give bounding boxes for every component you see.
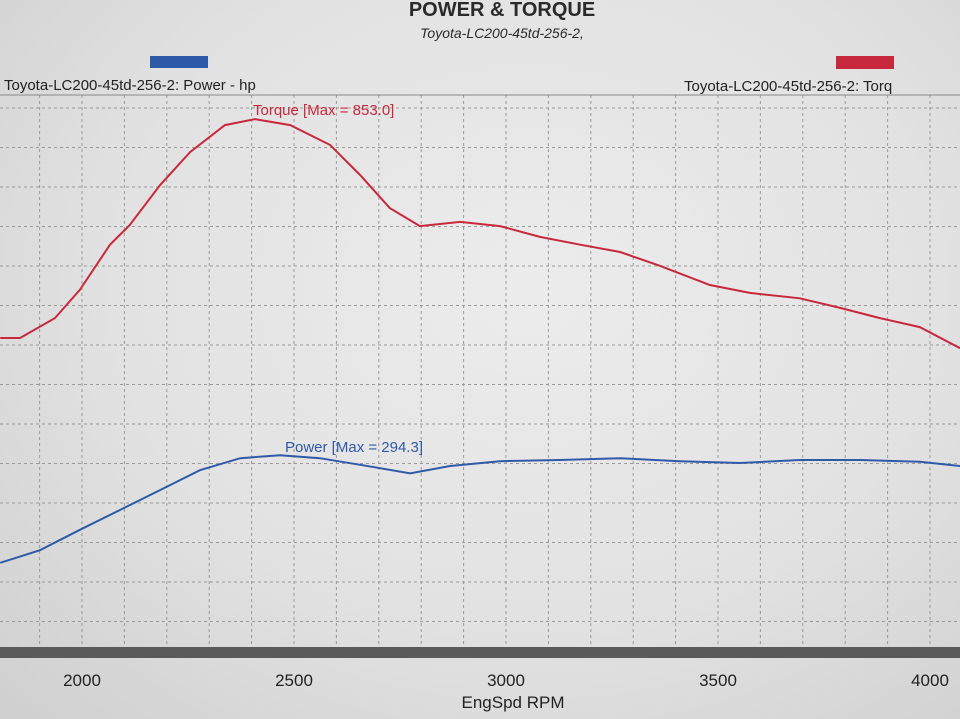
x-tick-label: 2500 bbox=[275, 671, 313, 690]
power-series-line bbox=[0, 454, 960, 564]
chart-subtitle: Toyota-LC200-45td-256-2, bbox=[420, 25, 584, 41]
x-tick-label: 3500 bbox=[699, 671, 737, 690]
legend-swatch-power bbox=[150, 56, 208, 68]
x-tick-label: 2000 bbox=[63, 671, 101, 690]
legend-label-power: Toyota-LC200-45td-256-2: Power - hp bbox=[4, 77, 256, 94]
legend-swatch-torque bbox=[836, 56, 894, 69]
x-axis-bar bbox=[0, 647, 960, 658]
x-tick-labels: 2000 2500 3000 3500 4000 bbox=[63, 671, 949, 690]
torque-series-line bbox=[0, 118, 960, 350]
chart-title: POWER & TORQUE bbox=[409, 0, 595, 21]
power-max-annotation: Power [Max = 294.3] bbox=[285, 439, 423, 456]
x-tick-label: 4000 bbox=[911, 671, 949, 690]
torque-max-annotation: Torque [Max = 853.0] bbox=[253, 102, 394, 119]
grid bbox=[0, 95, 960, 647]
x-tick-label: 3000 bbox=[487, 671, 525, 690]
x-axis-label: EngSpd RPM bbox=[462, 693, 565, 712]
legend-label-torque: Toyota-LC200-45td-256-2: Torq bbox=[684, 78, 892, 95]
